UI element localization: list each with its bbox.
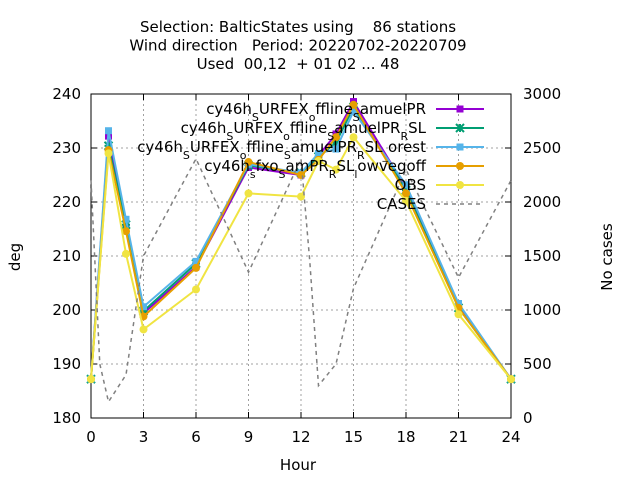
title-line: Wind direction Period: 20220702-20220709 — [129, 37, 466, 55]
legend-entry: OBS — [395, 176, 484, 194]
data-point — [140, 303, 147, 311]
data-point — [315, 149, 322, 157]
data-point — [332, 133, 340, 142]
y-tick-label: 230 — [52, 139, 81, 157]
data-point — [122, 227, 130, 236]
y-tick-label: 210 — [52, 247, 81, 265]
data-point — [402, 181, 410, 189]
y-axis-label: deg — [6, 243, 24, 271]
y-tick-label: 190 — [52, 355, 81, 373]
x-tick-label: 21 — [449, 428, 468, 446]
legend-entry: cy46hSURFEXofflineSamuelPRRSL_orest — [137, 138, 484, 162]
x-tick-label: 15 — [344, 428, 363, 446]
y2-tick-label: 0 — [523, 409, 533, 427]
legend: cy46hSURFEXofflineSamuelPRcy46hSURFEXoff… — [137, 100, 484, 213]
y2-tick-label: 1500 — [523, 247, 561, 265]
series-5 — [90, 155, 512, 404]
y-tick-label: 220 — [52, 193, 81, 211]
legend-label: cy46hsfxoSamPRRSLlowvegoff — [204, 157, 426, 181]
x-tick-label: 0 — [86, 428, 96, 446]
data-point — [332, 145, 340, 153]
x-tick-label: 18 — [396, 428, 415, 446]
series-4 — [87, 133, 515, 384]
y-tick-label: 180 — [52, 409, 81, 427]
data-point — [122, 249, 130, 258]
x-tick-label: 3 — [139, 428, 149, 446]
x-tick-label: 24 — [501, 428, 520, 446]
data-point — [507, 375, 515, 384]
data-point — [332, 165, 340, 174]
data-point — [455, 300, 462, 308]
legend-label: cy46hSURFEXofflineSamuelPRRSL_orest — [137, 138, 426, 162]
legend-label: CASES — [377, 195, 426, 213]
series-lines — [86, 98, 516, 404]
data-point — [105, 127, 112, 135]
y2-tick-label: 3000 — [523, 85, 561, 103]
chart-title: Selection: BalticStates using 86 station… — [129, 18, 466, 73]
legend-entry: cy46hSURFEXofflineSamuelPR — [206, 100, 484, 124]
legend-entry: CASES — [377, 195, 484, 213]
data-point — [454, 310, 463, 319]
data-point — [192, 257, 200, 265]
legend-label: cy46hSURFEXofflineSamuelPR — [206, 100, 426, 124]
legend-marker — [456, 181, 464, 189]
data-point — [350, 107, 357, 115]
legend-entry: cy46hSURFEXofflineSamuelPRRSL — [181, 119, 484, 143]
legend-marker — [455, 123, 465, 133]
data-point — [192, 263, 200, 272]
data-point — [122, 215, 130, 223]
x-tick-label: 9 — [244, 428, 254, 446]
y2-axis-label: No cases — [598, 223, 616, 291]
data-point — [349, 133, 358, 142]
x-tick-label: 6 — [191, 428, 201, 446]
legend-entry: cy46hsfxoSamPRRSLlowvegoff — [204, 157, 484, 181]
title-line: Used 00,12 + 01 02 ... 48 — [197, 55, 400, 73]
data-point — [402, 196, 410, 205]
data-point — [402, 189, 410, 198]
axes: 0 3 6 9 12 15 18 21 24 180 190 200 210 220 230 240 0 500 1… — [52, 85, 561, 446]
legend-marker — [456, 162, 464, 170]
data-point — [349, 100, 358, 109]
x-tick-label: 12 — [291, 428, 310, 446]
data-point — [314, 156, 323, 165]
data-point — [139, 325, 148, 334]
y2-tick-label: 500 — [523, 355, 552, 373]
y-tick-label: 240 — [52, 85, 81, 103]
data-point — [297, 192, 305, 201]
data-point — [87, 375, 95, 384]
legend-marker — [456, 105, 464, 113]
y2-tick-label: 2500 — [523, 139, 561, 157]
data-point — [192, 285, 200, 294]
series-line — [90, 155, 512, 404]
grid — [91, 94, 511, 418]
legend-label: OBS — [395, 176, 426, 194]
data-point — [244, 158, 253, 167]
y2-tick-label: 1000 — [523, 301, 561, 319]
data-point — [104, 149, 113, 158]
legend-marker — [456, 143, 464, 151]
title-line: Selection: BalticStates using 86 station… — [140, 18, 456, 36]
y2-tick-label: 2000 — [523, 193, 561, 211]
data-point — [244, 189, 253, 198]
y-tick-label: 200 — [52, 301, 81, 319]
x-axis-label: Hour — [280, 456, 317, 474]
legend-label: cy46hSURFEXofflineSamuelPRRSL — [181, 119, 427, 143]
